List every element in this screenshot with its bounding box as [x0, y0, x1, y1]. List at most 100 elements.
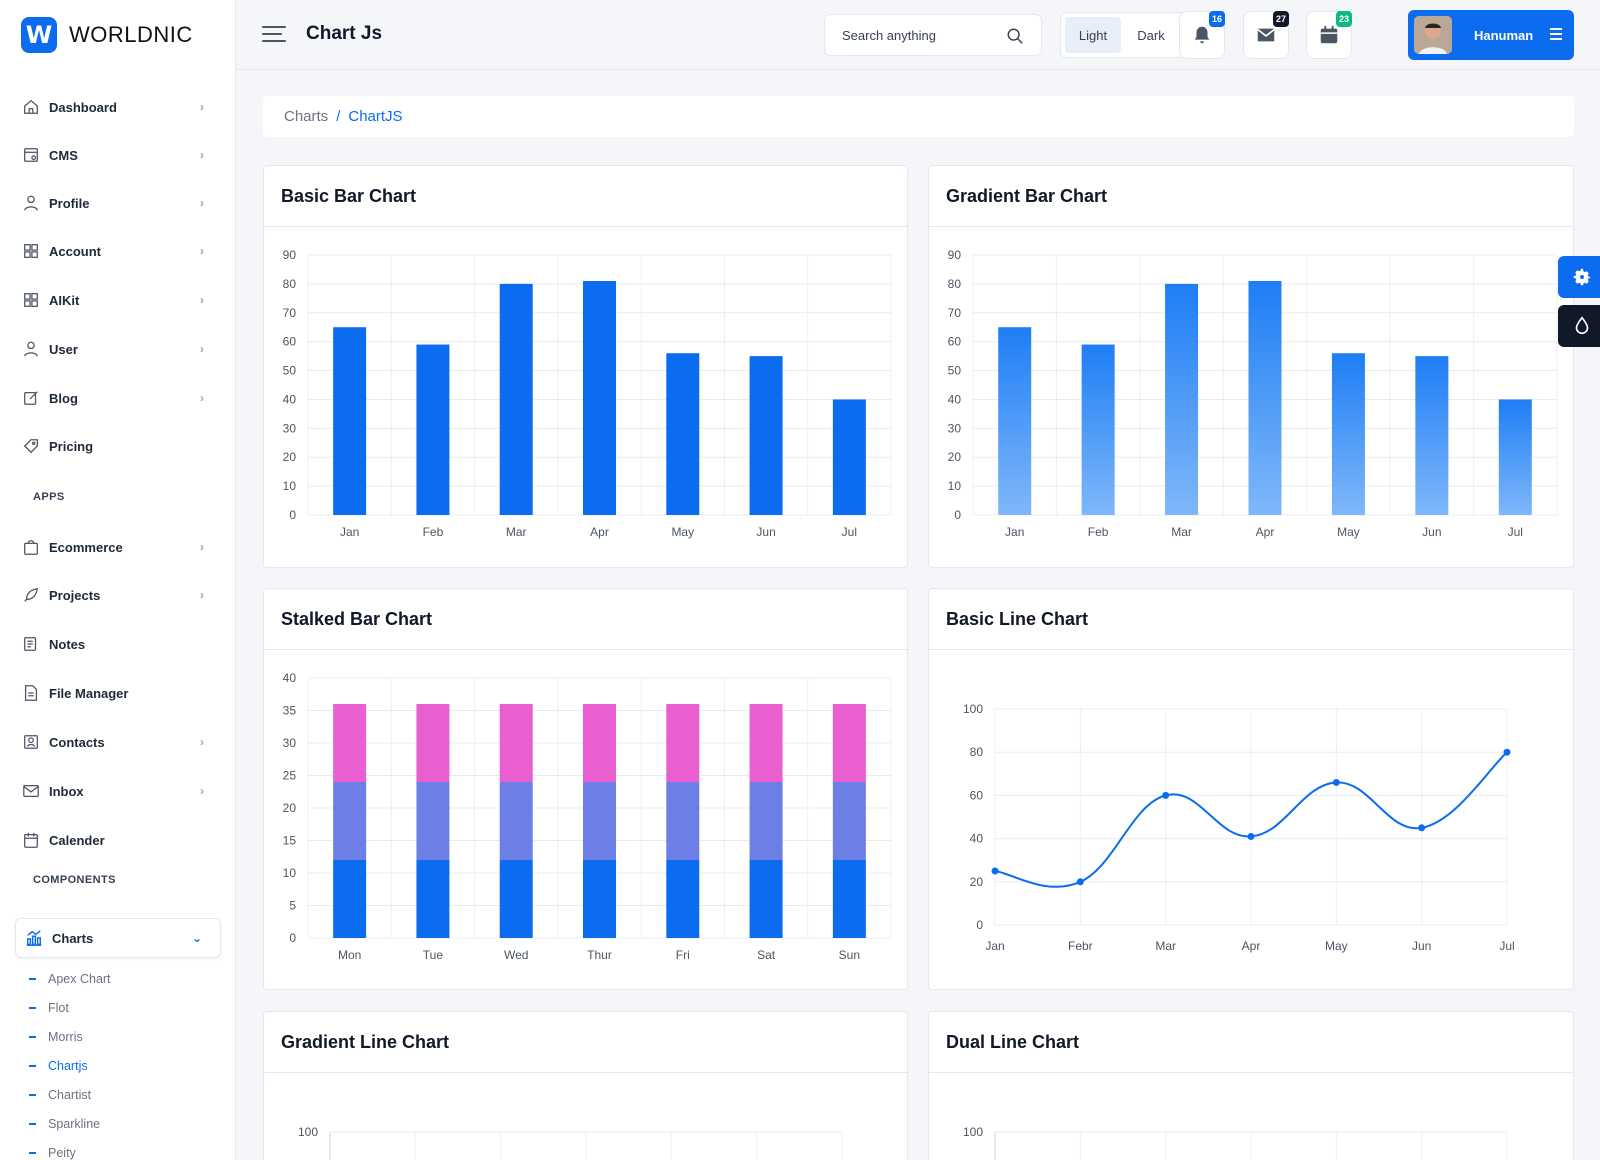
y-tick-label: 100 [963, 702, 983, 716]
menu-toggle-icon[interactable] [262, 26, 286, 44]
gradient-line-chart: 100 [298, 1125, 843, 1160]
sidebar-item-contacts[interactable]: Contacts › [22, 727, 204, 757]
calendar-badge: 23 [1336, 11, 1352, 27]
sidebar-item-charts[interactable]: Charts ⌄ [15, 918, 221, 958]
chevron-right-icon: › [200, 100, 204, 114]
theme-color-button[interactable] [1558, 305, 1600, 347]
messages-badge: 27 [1273, 11, 1289, 27]
x-tick-label: Jun [1412, 939, 1431, 953]
y-tick-label: 5 [289, 899, 296, 913]
y-tick-label: 20 [283, 801, 297, 815]
sidebar-subitem-apex-chart[interactable]: Apex Chart [29, 972, 111, 986]
sidebar-item-user[interactable]: User › [22, 334, 204, 364]
x-tick-label: May [671, 525, 694, 539]
stacked-bar-segment [583, 782, 616, 860]
x-tick-label: Apr [1256, 525, 1275, 539]
sidebar-item-calender[interactable]: Calender [22, 825, 204, 855]
sidebar-item-blog[interactable]: Blog › [22, 383, 204, 413]
gradient-bar-chart-card: Gradient Bar Chart 0 10 20 30 40 50 60 70 80 90 Ja… [928, 165, 1574, 568]
x-tick-label: May [1325, 939, 1348, 953]
chevron-right-icon: › [200, 784, 204, 798]
bar [416, 344, 450, 515]
sidebar-item-label: Profile [49, 195, 90, 211]
sidebar-item-dashboard[interactable]: Dashboard › [22, 92, 204, 122]
light-mode-button[interactable]: Light [1065, 17, 1121, 53]
x-tick-label: Sat [757, 948, 776, 962]
chevron-right-icon: › [200, 196, 204, 210]
breadcrumb-separator: / [336, 108, 341, 125]
bar [583, 281, 616, 515]
y-tick-label: 100 [963, 1125, 983, 1139]
bag-icon [22, 538, 40, 556]
stacked-bar-segment [499, 860, 533, 938]
sidebar-subitem-flot[interactable]: Flot [29, 1001, 69, 1015]
chevron-right-icon: › [200, 148, 204, 162]
data-point [1247, 832, 1255, 840]
sidebar-subitem-chartist[interactable]: Chartist [29, 1088, 91, 1102]
y-tick-label: 20 [970, 875, 984, 889]
sidebar-item-profile[interactable]: Profile › [22, 188, 204, 218]
sidebar-subitem-sparkline[interactable]: Sparkline [29, 1117, 100, 1131]
chevron-right-icon: › [200, 540, 204, 554]
x-tick-label: Fri [676, 948, 690, 962]
chevron-right-icon: › [200, 293, 204, 307]
sidebar-item-file-manager[interactable]: File Manager [22, 678, 204, 708]
bar [998, 327, 1032, 515]
sidebar-item-label: Inbox [49, 783, 84, 799]
stacked-bar-segment [416, 782, 450, 860]
x-tick-label: Sun [839, 948, 860, 962]
sidebar-item-ecommerce[interactable]: Ecommerce › [22, 532, 204, 562]
stacked-bar-segment [749, 782, 783, 860]
rocket-icon [22, 586, 40, 604]
sidebar-item-label: Ecommerce [49, 539, 123, 555]
sidebar-item-label: Contacts [49, 734, 105, 750]
y-tick-label: 10 [948, 479, 962, 493]
brand-logo[interactable]: W WORLDNIC [21, 17, 193, 53]
sidebar-item-aikit[interactable]: AIKit › [22, 285, 204, 315]
sidebar-item-account[interactable]: Account › [22, 236, 204, 266]
sidebar-item-label: CMS [49, 147, 78, 163]
contact-icon [22, 733, 40, 751]
sidebar: W WORLDNIC Dashboard › CMS › Profile › A… [0, 0, 236, 1160]
sidebar-item-notes[interactable]: Notes [22, 629, 204, 659]
card-title: Stalked Bar Chart [281, 609, 433, 629]
card-title: Gradient Bar Chart [946, 186, 1108, 206]
stacked-bar-segment [832, 860, 866, 938]
calendar-button[interactable]: 23 [1306, 11, 1352, 59]
sidebar-subitem-morris[interactable]: Morris [29, 1030, 83, 1044]
x-tick-label: May [1337, 525, 1360, 539]
sidebar-item-cms[interactable]: CMS › [22, 140, 204, 170]
y-tick-label: 15 [283, 834, 297, 848]
sidebar-item-pricing[interactable]: Pricing [22, 431, 204, 461]
hamburger-icon [1550, 28, 1562, 40]
sidebar-subitem-peity[interactable]: Peity [29, 1146, 76, 1160]
apps-section-label: APPS [33, 491, 65, 503]
sidebar-subitem-chartjs[interactable]: Chartjs [29, 1059, 88, 1073]
bar [1248, 281, 1282, 515]
y-tick-label: 40 [283, 392, 297, 406]
messages-button[interactable]: 27 [1243, 11, 1289, 59]
y-tick-label: 60 [948, 335, 962, 349]
sidebar-item-inbox[interactable]: Inbox › [22, 776, 204, 806]
x-tick-label: Febr [1068, 939, 1093, 953]
dual-line-chart: 100 [963, 1125, 1508, 1160]
calendar-icon [1320, 25, 1338, 44]
stacked-bar-chart: 0 5 10 15 20 25 30 35 40 Mon Tue Wed Thur Fri Sat Sun [283, 671, 892, 962]
notifications-button[interactable]: 16 [1179, 11, 1225, 59]
user-menu-button[interactable]: Hanuman [1408, 10, 1574, 60]
search-icon[interactable] [1006, 27, 1024, 45]
components-section-label: COMPONENTS [33, 874, 116, 886]
settings-button[interactable] [1558, 256, 1600, 298]
page-title: Chart Js [306, 23, 383, 44]
dark-mode-button[interactable]: Dark [1137, 27, 1165, 43]
y-tick-label: 35 [283, 704, 297, 718]
sidebar-item-projects[interactable]: Projects › [22, 580, 204, 610]
stacked-bar-segment [666, 860, 700, 938]
search-input[interactable]: Search anything [824, 14, 1042, 56]
basic-line-chart: 0 20 40 60 80 100 Jan Febr Mar Apr May Jun Jul [963, 702, 1515, 953]
stacked-bar-segment [749, 860, 783, 938]
bar [333, 327, 367, 515]
breadcrumb-parent[interactable]: Charts [284, 108, 329, 125]
stacked-bar-segment [333, 860, 367, 938]
card-title: Basic Bar Chart [281, 186, 417, 206]
